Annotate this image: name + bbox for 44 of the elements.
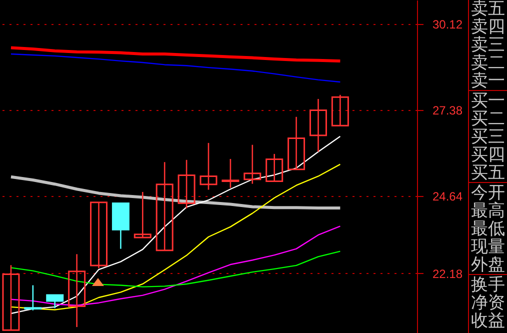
y-tick-label: 27.38 [432, 103, 463, 118]
candlestick [156, 161, 174, 252]
text: 卖二 [470, 53, 506, 73]
text: 今开 [470, 183, 506, 203]
text: 最高 [470, 201, 506, 221]
y-tick-label: 22.18 [432, 266, 463, 281]
line-series [10, 226, 341, 306]
line-series [9, 46, 342, 62]
candlestick [24, 284, 42, 312]
text: 卖五 [470, 0, 506, 19]
candlestick [244, 144, 262, 184]
line-series [10, 53, 341, 83]
text: 买二 [470, 109, 506, 129]
y-tick-label: 24.64 [432, 190, 463, 204]
candlestick [309, 98, 327, 152]
text: 外盘 [469, 255, 507, 275]
text: 买三 [470, 127, 506, 147]
line-series [9, 175, 342, 210]
candlestick [90, 202, 108, 269]
candlestick [178, 159, 196, 209]
text: 买四 [470, 145, 506, 165]
y-tick-label: 30.12 [432, 17, 463, 32]
text: 最低 [470, 219, 506, 239]
text: 净资 [470, 293, 506, 313]
text: 收益 [470, 311, 506, 331]
text: 卖三 [470, 35, 506, 55]
candlestick [331, 94, 349, 126]
text: 买五 [469, 163, 507, 183]
line-series [10, 164, 341, 310]
text: 卖四 [470, 17, 506, 37]
candlestick [266, 153, 284, 182]
line-series [10, 136, 341, 314]
text: 换手 [470, 275, 506, 295]
text: 卖一 [469, 71, 507, 91]
candlestick [200, 142, 218, 190]
line-series [10, 250, 341, 288]
text: 买一 [470, 91, 506, 111]
text: 现量 [470, 237, 506, 257]
candlestick [2, 264, 20, 331]
candlestick [288, 116, 306, 170]
candlestick [68, 254, 86, 328]
candlestick [222, 158, 240, 189]
candlestick [46, 294, 64, 309]
candlestick [134, 191, 152, 238]
